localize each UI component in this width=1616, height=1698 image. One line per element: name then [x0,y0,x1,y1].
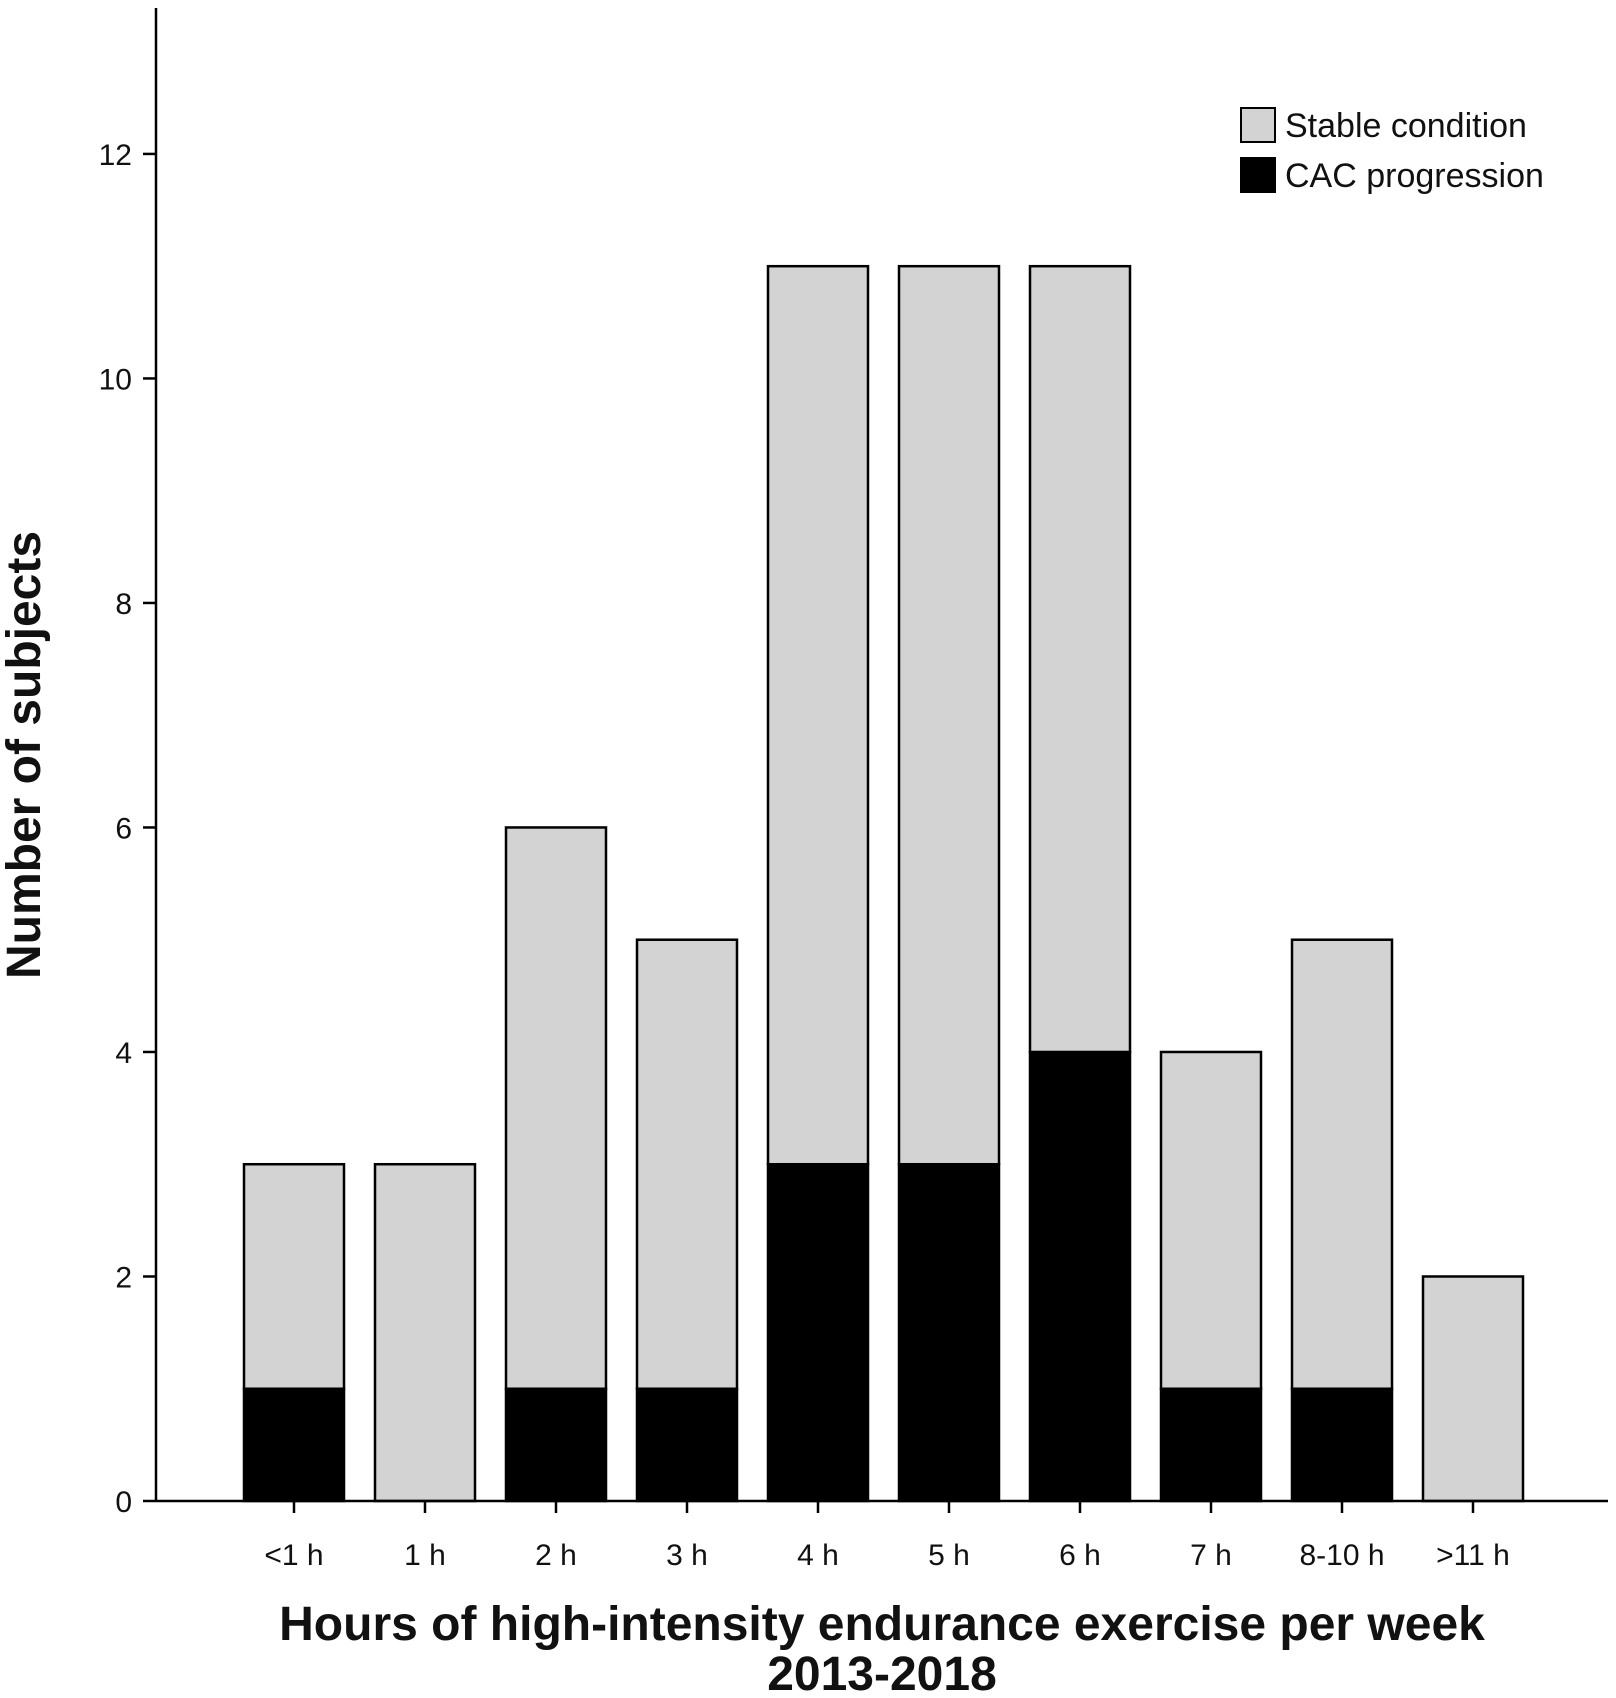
bar-stable-condition-3 [635,938,739,1390]
bar-cac-progression-5 [897,1162,1001,1503]
y-tick-label: 10 [99,363,132,396]
bar-cac-progression-0 [242,1387,346,1503]
legend-swatch-cac-progression [1240,157,1276,193]
y-tick-label: 0 [115,1486,132,1519]
y-axis-title: Number of subjects [0,531,51,979]
x-tick-label: >11 h [1436,1539,1510,1572]
bar-cac-progression-3 [635,1387,739,1503]
bar-stable-condition-9 [1421,1275,1525,1503]
x-axis-title: Hours of high-intensity endurance exerci… [279,1598,1485,1651]
bar-stable-condition-8 [1290,938,1394,1390]
y-tick-label: 6 [115,812,132,845]
x-tick-label: 5 h [928,1539,970,1572]
bar-stable-condition-0 [242,1162,346,1390]
y-tick-label: 4 [115,1037,132,1070]
x-ticks-group: <1 h 1 h 2 h 3 h 4 h 5 h 6 h 7 h 8-10 h >11 h [264,1501,1510,1572]
x-tick-label: 7 h [1190,1539,1232,1572]
x-tick-label: 3 h [666,1539,708,1572]
bar-cac-progression-4 [766,1162,870,1503]
x-axis-title-line2: 2013-2018 [767,1648,997,1698]
bar-cac-progression-8 [1290,1387,1394,1503]
x-tick-label: 1 h [404,1539,446,1572]
bar-cac-progression-7 [1159,1387,1263,1503]
bars-group [242,264,1525,1503]
x-tick-label: 4 h [797,1539,839,1572]
y-tick-label: 12 [99,139,132,172]
y-tick-label: 8 [115,588,132,621]
bar-stable-condition-2 [504,826,608,1390]
bar-stable-condition-4 [766,264,870,1166]
bar-cac-progression-6 [1028,1050,1132,1503]
bar-stable-condition-7 [1159,1050,1263,1390]
bar-cac-progression-2 [504,1387,608,1503]
x-tick-label: 8-10 h [1299,1539,1384,1572]
legend-label: Stable condition [1285,107,1527,145]
y-tick-label: 2 [115,1261,132,1294]
bar-stable-condition-6 [1028,264,1132,1054]
legend-swatch-stable-condition [1240,107,1276,143]
x-tick-label: 2 h [535,1539,577,1572]
bar-stable-condition-1 [373,1162,477,1503]
x-tick-label: <1 h [264,1539,323,1572]
legend-label: CAC progression [1285,157,1544,195]
x-tick-label: 6 h [1059,1539,1101,1572]
y-ticks-group: 0 2 4 6 8 10 12 [99,139,156,1519]
legend: Stable condition CAC progression [1240,107,1544,195]
bar-stable-condition-5 [897,264,1001,1166]
